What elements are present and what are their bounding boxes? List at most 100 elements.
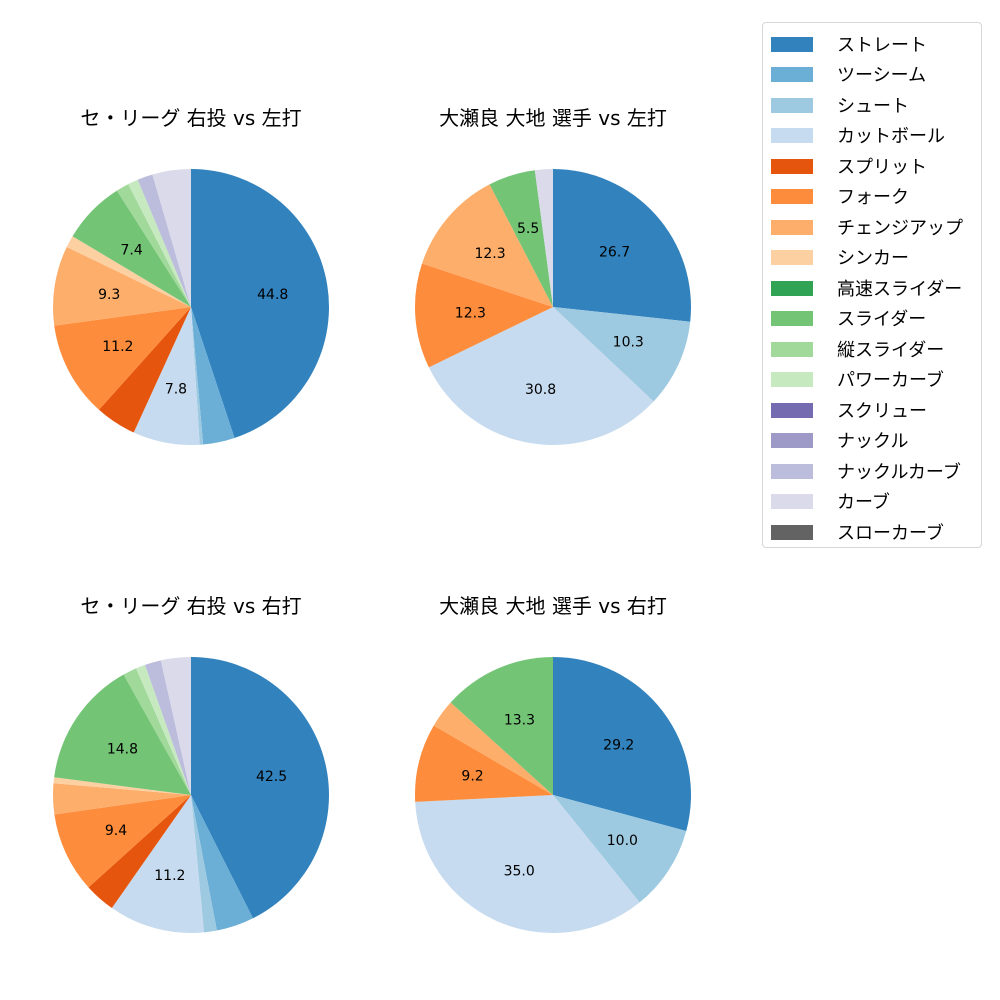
pie-slice xyxy=(133,307,200,445)
pie-slice xyxy=(160,657,191,795)
slice-value-label: 12.3 xyxy=(455,305,486,321)
legend-swatch xyxy=(771,371,813,387)
slice-value-label: 29.2 xyxy=(603,738,634,754)
pie-slice xyxy=(553,169,691,322)
legend-label: スライダー xyxy=(837,309,927,330)
legend-label: 縦スライダー xyxy=(837,340,945,361)
legend-swatch xyxy=(771,188,813,204)
legend-swatch xyxy=(771,432,813,448)
legend-item: シュート xyxy=(771,93,909,117)
legend-label: スプリット xyxy=(837,157,927,178)
pie-slice xyxy=(152,169,191,307)
pie-slice xyxy=(52,783,191,815)
legend-item: シンカー xyxy=(771,245,909,269)
pie-slice xyxy=(534,169,553,307)
slice-value-label: 5.5 xyxy=(517,221,539,237)
pie-slice xyxy=(53,777,192,795)
legend-swatch xyxy=(771,36,813,52)
pie-slice xyxy=(136,664,191,795)
slice-value-label: 10.0 xyxy=(607,833,638,849)
legend-label: パワーカーブ xyxy=(837,370,944,391)
pie-slice xyxy=(428,307,654,445)
legend-swatch xyxy=(771,66,813,82)
legend: ストレート ツーシーム シュート カットボール スプリット フォーク チェンジア… xyxy=(762,22,982,548)
slice-value-label: 12.3 xyxy=(474,246,505,262)
legend-label: スクリュー xyxy=(837,401,927,422)
legend-label: カットボール xyxy=(837,126,945,147)
pie-slice xyxy=(191,307,235,445)
legend-swatch xyxy=(771,463,813,479)
pie-slice xyxy=(415,263,553,368)
slice-value-label: 9.4 xyxy=(105,823,127,839)
slice-value-label: 44.8 xyxy=(257,287,288,303)
legend-label: スローカーブ xyxy=(837,523,944,544)
pie-slice xyxy=(422,184,553,307)
pie-slice xyxy=(66,236,191,307)
slice-value-label: 30.8 xyxy=(525,382,556,398)
legend-item: ナックルカーブ xyxy=(771,459,961,483)
legend-item: フォーク xyxy=(771,184,909,208)
legend-swatch xyxy=(771,219,813,235)
legend-item: カーブ xyxy=(771,489,890,513)
legend-item: スプリット xyxy=(771,154,927,178)
pie-slice xyxy=(54,307,191,410)
legend-item: ストレート xyxy=(771,32,927,56)
pie-slice xyxy=(88,795,191,909)
legend-item: チェンジアップ xyxy=(771,215,963,239)
chart-title: セ・リーグ 右投 vs 右打 xyxy=(80,594,301,618)
pie-slice xyxy=(553,795,687,903)
pie-chart-onsera-vs-lhb: 大瀬良 大地 選手 vs 左打 26.7 10.3 30.8 12.3 12.3 5.5 xyxy=(415,106,691,445)
pie-slice xyxy=(53,246,191,326)
pie-slices: 29.2 10.0 35.0 9.2 13.3 xyxy=(415,657,691,934)
legend-swatch xyxy=(771,249,813,265)
pie-slices: 44.8 7.8 11.2 9.3 7.4 xyxy=(53,169,329,445)
pie-slice xyxy=(415,795,640,934)
legend-item: スライダー xyxy=(771,306,926,330)
pie-slices: 26.7 10.3 30.8 12.3 12.3 5.5 xyxy=(415,169,691,445)
legend-item: ツーシーム xyxy=(771,62,926,86)
legend-swatch xyxy=(771,158,813,174)
legend-label: フォーク xyxy=(837,187,909,208)
slice-value-label: 9.2 xyxy=(461,768,483,784)
pie-chart-onsera-vs-rhb: 大瀬良 大地 選手 vs 右打 29.2 10.0 35.0 9.2 13.3 xyxy=(415,594,691,934)
slice-value-label: 13.3 xyxy=(504,712,535,728)
pie-slice xyxy=(98,307,191,433)
pie-slice xyxy=(54,674,191,795)
pie-slice xyxy=(191,169,329,438)
pie-slice xyxy=(415,725,553,802)
legend-label: ツーシーム xyxy=(837,65,927,86)
slice-value-label: 26.7 xyxy=(599,245,630,261)
legend-swatch xyxy=(771,280,813,296)
legend-swatch xyxy=(771,402,813,418)
pie-slice xyxy=(111,795,205,933)
pie-slice xyxy=(116,184,191,307)
legend-swatch xyxy=(771,127,813,143)
pie-slice xyxy=(553,307,691,402)
legend-label: ナックル xyxy=(837,431,909,452)
pie-slice xyxy=(450,657,553,795)
legend-label: シンカー xyxy=(837,248,909,269)
legend-label: ストレート xyxy=(837,35,927,56)
legend-item: 高速スライダー xyxy=(771,276,962,300)
slice-value-label: 11.2 xyxy=(102,339,133,355)
slice-value-label: 7.8 xyxy=(165,381,187,397)
slice-value-label: 7.4 xyxy=(120,242,142,258)
legend-item: スクリュー xyxy=(771,398,927,422)
pie-chart-rhp-vs-lhb-league: セ・リーグ 右投 vs 左打 44.8 7.8 11.2 9.3 7.4 xyxy=(53,106,329,445)
pie-slice xyxy=(128,179,191,307)
legend-item: ナックル xyxy=(771,428,908,452)
pie-slice xyxy=(191,795,253,931)
pie-slice xyxy=(191,307,204,445)
pie-slice xyxy=(72,190,191,307)
slice-value-label: 9.3 xyxy=(98,287,120,303)
pie-slice xyxy=(144,660,191,795)
pie-slice xyxy=(137,174,191,307)
legend-swatch xyxy=(771,97,813,113)
pie-slice xyxy=(553,657,691,831)
legend-swatch xyxy=(771,493,813,509)
pie-slice xyxy=(54,795,191,888)
legend-label: シュート xyxy=(837,96,909,117)
pie-slice xyxy=(489,170,553,307)
legend-item: パワーカーブ xyxy=(771,367,944,391)
